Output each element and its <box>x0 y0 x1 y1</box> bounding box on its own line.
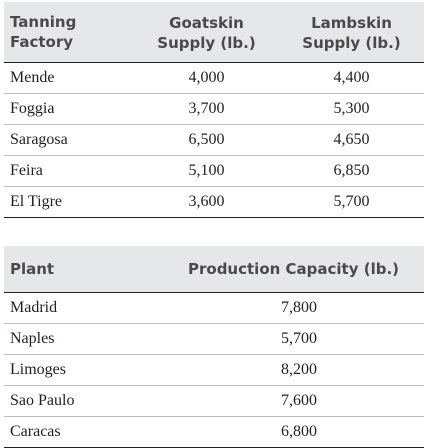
factory-cell: Saragosa <box>10 131 68 148</box>
goatskin-cell: 3,600 <box>188 193 225 210</box>
header-tanning-factory: Tanning Factory <box>10 13 77 51</box>
capacity-cell: 6,800 <box>281 423 317 440</box>
table-row: Sao Paulo 7,600 <box>4 386 424 417</box>
goatskin-cell: 4,000 <box>188 69 225 86</box>
plant-cell: Sao Paulo <box>10 392 75 409</box>
lambskin-cell: 5,700 <box>333 193 370 210</box>
supply-table: Tanning Factory Goatskin Supply (lb.) La… <box>4 2 424 218</box>
capacity-cell: 8,200 <box>281 361 317 378</box>
factory-cell: Feira <box>10 162 43 179</box>
table-row: Limoges 8,200 <box>4 355 424 386</box>
table-row: Caracas 6,800 <box>4 417 424 448</box>
plant-cell: Madrid <box>10 299 58 316</box>
factory-cell: El Tigre <box>10 193 63 210</box>
goatskin-cell: 5,100 <box>188 162 225 179</box>
capacity-cell: 7,800 <box>281 299 317 316</box>
capacity-cell: 7,600 <box>281 392 317 409</box>
lambskin-cell: 4,400 <box>333 69 370 86</box>
table-row: Mende 4,000 4,400 <box>4 63 424 94</box>
capacity-cell: 5,700 <box>281 330 317 347</box>
goatskin-cell: 6,500 <box>188 131 225 148</box>
capacity-table: Plant Production Capacity (lb.) Madrid 7… <box>4 246 424 448</box>
table-row: Saragosa 6,500 4,650 <box>4 125 424 156</box>
header-lambskin-supply: Lambskin Supply (lb.) <box>302 14 401 52</box>
plant-cell: Limoges <box>10 361 66 378</box>
capacity-table-header: Plant Production Capacity (lb.) <box>4 246 424 293</box>
plant-cell: Naples <box>10 330 55 347</box>
goatskin-cell: 3,700 <box>188 100 225 117</box>
lambskin-cell: 4,650 <box>333 131 370 148</box>
table-row: Madrid 7,800 <box>4 293 424 324</box>
plant-cell: Caracas <box>10 423 61 440</box>
factory-cell: Foggia <box>10 100 55 117</box>
table-row: El Tigre 3,600 5,700 <box>4 187 424 218</box>
header-production-capacity: Production Capacity (lb.) <box>188 260 400 278</box>
header-plant: Plant <box>10 260 55 278</box>
factory-cell: Mende <box>10 69 55 86</box>
lambskin-cell: 5,300 <box>333 100 370 117</box>
table-row: Feira 5,100 6,850 <box>4 156 424 187</box>
supply-table-header: Tanning Factory Goatskin Supply (lb.) La… <box>4 2 424 63</box>
table-row: Foggia 3,700 5,300 <box>4 94 424 125</box>
lambskin-cell: 6,850 <box>333 162 370 179</box>
header-goatskin-supply: Goatskin Supply (lb.) <box>157 14 256 52</box>
table-row: Naples 5,700 <box>4 324 424 355</box>
